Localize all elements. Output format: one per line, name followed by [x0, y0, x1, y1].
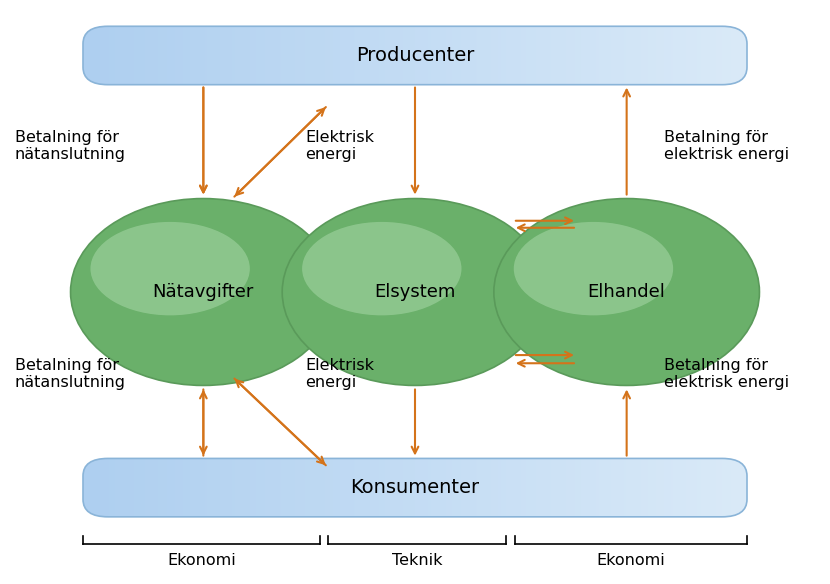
Ellipse shape [282, 199, 548, 385]
Text: Nätavgifter: Nätavgifter [153, 283, 254, 301]
Text: Betalning för
elektrisk energi: Betalning för elektrisk energi [664, 130, 789, 162]
Text: Elhandel: Elhandel [588, 283, 666, 301]
Text: Elsystem: Elsystem [374, 283, 456, 301]
Text: Ekonomi: Ekonomi [167, 553, 236, 568]
Text: Producenter: Producenter [356, 46, 474, 65]
Text: Konsumenter: Konsumenter [350, 478, 480, 497]
Text: Betalning för
elektrisk energi: Betalning för elektrisk energi [664, 357, 789, 390]
Text: Betalning för
nätanslutning: Betalning för nätanslutning [15, 357, 126, 390]
Ellipse shape [302, 222, 461, 315]
Text: Teknik: Teknik [392, 553, 442, 568]
Ellipse shape [90, 222, 250, 315]
Ellipse shape [494, 199, 759, 385]
Text: Elektrisk
energi: Elektrisk energi [305, 357, 374, 390]
Text: Elektrisk
energi: Elektrisk energi [305, 130, 374, 162]
Ellipse shape [71, 199, 336, 385]
Ellipse shape [514, 222, 673, 315]
Text: Betalning för
nätanslutning: Betalning för nätanslutning [15, 130, 126, 162]
Text: Ekonomi: Ekonomi [597, 553, 665, 568]
